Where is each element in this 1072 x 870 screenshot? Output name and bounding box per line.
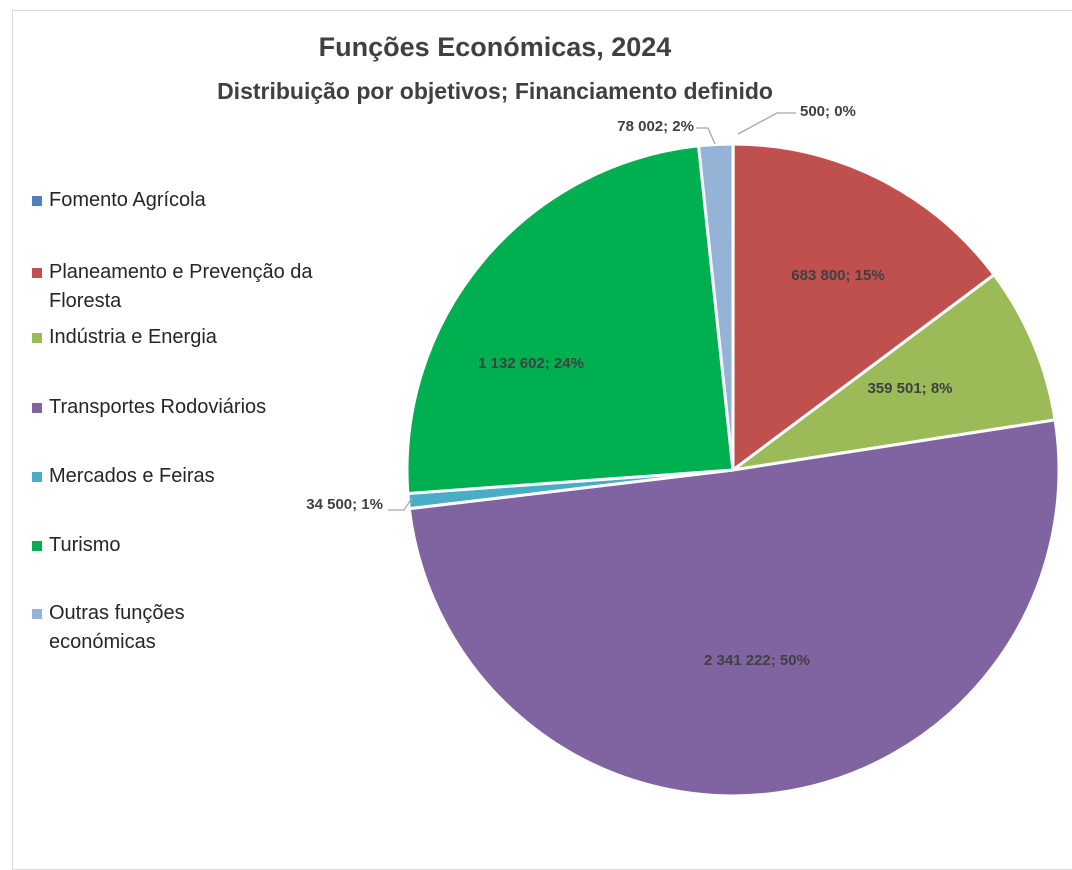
data-label: 2 341 222; 50% (704, 652, 810, 669)
pie-slices (407, 144, 1059, 796)
data-label: 34 500; 1% (306, 496, 383, 513)
leader-line (738, 113, 796, 134)
pie-slice-5 (407, 146, 733, 494)
data-label: 359 501; 8% (867, 380, 952, 397)
data-label: 500; 0% (800, 103, 856, 120)
data-label: 78 002; 2% (617, 118, 694, 135)
data-label: 683 800; 15% (791, 267, 884, 284)
data-label: 1 132 602; 24% (478, 355, 584, 372)
leader-line (696, 128, 715, 144)
